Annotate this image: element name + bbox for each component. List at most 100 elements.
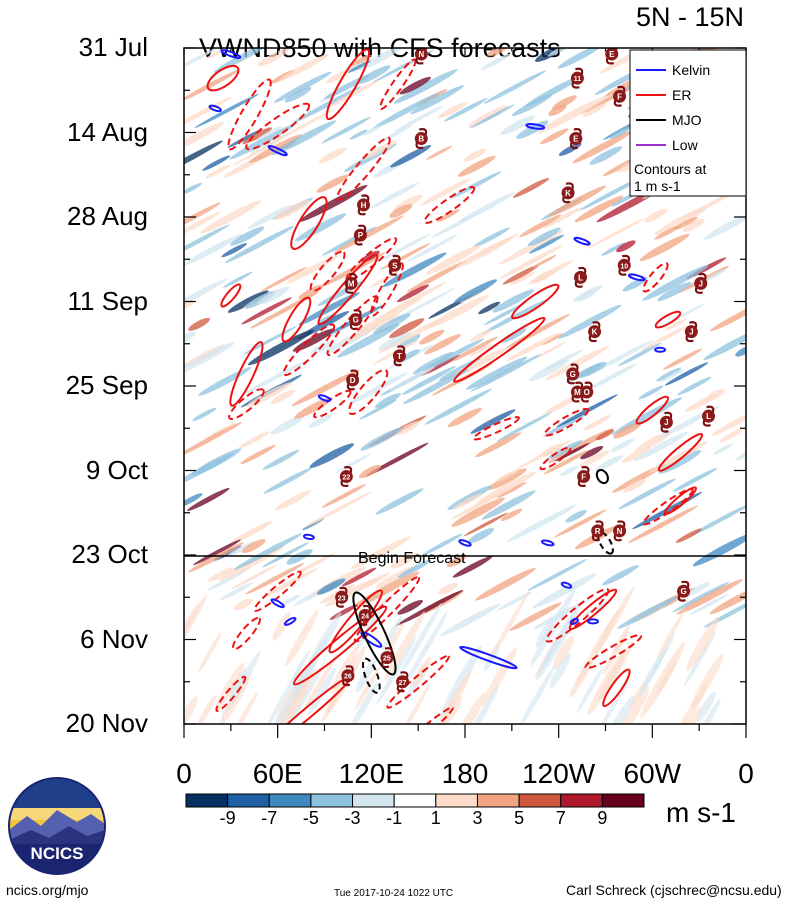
anomaly-patch bbox=[617, 596, 678, 629]
anomaly-patch bbox=[321, 116, 371, 144]
axis-ticks bbox=[183, 47, 747, 738]
storm-marker: J bbox=[684, 321, 698, 343]
anomaly-patch bbox=[446, 555, 466, 568]
anomaly-patch bbox=[388, 682, 431, 724]
anomaly-patch bbox=[227, 692, 258, 724]
anomaly-patch bbox=[683, 582, 710, 598]
anomaly-patch bbox=[457, 155, 496, 177]
storm-marker: 11 bbox=[570, 67, 584, 89]
anomaly-patch bbox=[399, 76, 431, 95]
storm-dot bbox=[577, 470, 591, 484]
storm-marker: H bbox=[357, 194, 371, 216]
anomaly-patch bbox=[354, 666, 380, 710]
anomaly-patch bbox=[473, 227, 510, 248]
storm-label: 27 bbox=[399, 680, 407, 687]
anomaly-patch bbox=[548, 104, 567, 116]
anomaly-patch bbox=[374, 393, 401, 408]
logo-graphic bbox=[9, 778, 105, 874]
storm-label: 24 bbox=[361, 613, 369, 620]
anomaly-patch bbox=[271, 120, 337, 156]
anomaly-patch bbox=[682, 707, 702, 724]
storm-dot bbox=[702, 409, 716, 423]
anomaly-patch bbox=[188, 542, 244, 573]
anomaly-patch bbox=[227, 290, 269, 313]
storm-label: G bbox=[353, 316, 359, 325]
storm-label: F bbox=[617, 92, 622, 101]
anomaly-patch bbox=[273, 71, 332, 103]
anomaly-patch bbox=[410, 85, 465, 115]
storm-dot bbox=[392, 349, 406, 363]
anomaly-patch bbox=[247, 329, 314, 366]
anomaly-patch bbox=[272, 656, 318, 724]
er-contour bbox=[370, 262, 404, 317]
anomaly-patch bbox=[689, 593, 730, 615]
storm-marker: 22 bbox=[339, 466, 353, 488]
anomaly-patch bbox=[424, 388, 492, 425]
storm-dot bbox=[580, 385, 594, 399]
anomaly-patch bbox=[588, 363, 637, 390]
anomaly-patch bbox=[349, 129, 368, 140]
anomaly-patch bbox=[595, 455, 624, 471]
er-contour bbox=[325, 48, 371, 121]
anomaly-patch bbox=[245, 361, 306, 394]
chart-title: VWND850 with CFS forecasts 5N - 15N bbox=[184, 2, 744, 95]
anomaly-patch bbox=[547, 440, 583, 460]
anomaly-patch bbox=[672, 467, 718, 492]
anomaly-patch bbox=[420, 178, 471, 206]
anomaly-patch bbox=[287, 660, 326, 724]
anomaly-patch bbox=[502, 264, 539, 285]
colorbar-swatch bbox=[393, 793, 437, 808]
storm-label: O bbox=[584, 388, 590, 397]
storm-label: 11 bbox=[574, 76, 582, 83]
er-contour bbox=[543, 407, 590, 437]
y-tick-label: 31 Jul bbox=[78, 32, 148, 62]
anomaly-patch bbox=[664, 318, 687, 332]
anomaly-patch bbox=[582, 103, 608, 118]
anomaly-patch bbox=[298, 284, 324, 300]
anomaly-patch bbox=[468, 105, 508, 128]
anomaly-patch bbox=[470, 104, 515, 129]
storm-dot bbox=[570, 385, 584, 399]
anomaly-patch bbox=[231, 137, 285, 166]
anomaly-patch bbox=[230, 564, 278, 590]
anomaly-patch bbox=[444, 98, 488, 122]
anomaly-patch bbox=[184, 69, 240, 102]
storm-dot bbox=[591, 524, 605, 538]
anomaly-patch bbox=[393, 69, 458, 104]
x-tick-label: 60W bbox=[623, 758, 682, 789]
colorbar-tick-label: 7 bbox=[555, 808, 566, 828]
legend-label: Low bbox=[672, 137, 699, 153]
storm-label: M bbox=[348, 279, 355, 288]
x-tick-label: 0 bbox=[738, 758, 754, 789]
anomaly-patch bbox=[478, 301, 501, 315]
anomaly-patch bbox=[543, 207, 582, 228]
storm-label: N bbox=[418, 50, 424, 59]
anomaly-patch bbox=[221, 243, 247, 258]
anomaly-patch bbox=[371, 182, 420, 208]
x-tick-label: 120W bbox=[522, 758, 596, 789]
anomaly-patch bbox=[422, 338, 484, 372]
kelvin-contour bbox=[220, 49, 242, 59]
anomaly-patch bbox=[184, 278, 228, 314]
anomaly-patch bbox=[298, 292, 360, 326]
storm-dot bbox=[353, 228, 367, 242]
er-contour bbox=[423, 186, 476, 224]
kelvin-contour bbox=[302, 533, 315, 541]
storm-label: D bbox=[350, 376, 356, 385]
storm-dot bbox=[380, 651, 394, 665]
anomaly-patch bbox=[361, 140, 398, 160]
anomaly-patch bbox=[483, 70, 547, 104]
anomaly-patch bbox=[184, 422, 242, 459]
anomaly-patch bbox=[352, 571, 420, 608]
mjo-contour bbox=[352, 591, 397, 676]
storm-marker: 27 bbox=[396, 671, 410, 693]
anomaly-patch bbox=[343, 312, 400, 344]
anomaly-patch bbox=[470, 409, 516, 434]
er-contour bbox=[635, 395, 669, 425]
anomaly-patch bbox=[378, 331, 411, 350]
anomaly-patch bbox=[337, 323, 400, 358]
anomaly-patch bbox=[719, 428, 744, 443]
y-tick-label: 25 Sep bbox=[65, 370, 148, 400]
legend-frame bbox=[629, 49, 747, 197]
